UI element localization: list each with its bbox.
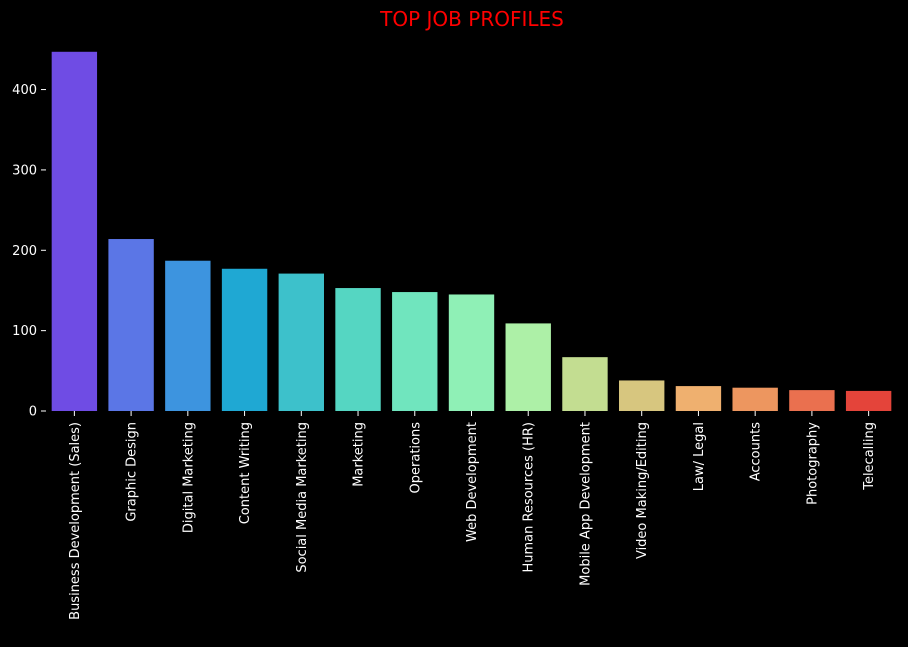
bar [165, 260, 211, 411]
y-tick-label: 300 [12, 163, 37, 178]
x-tick-label: Human Resources (HR) [522, 422, 537, 573]
bar [619, 380, 665, 411]
bar [505, 323, 551, 411]
bar [789, 390, 835, 411]
x-tick-label: Video Making/Editing [635, 422, 650, 559]
bar [108, 239, 154, 411]
x-tick-label: Telecalling [862, 422, 877, 491]
bar [278, 273, 324, 411]
y-tick-label: 200 [12, 244, 37, 259]
bar [448, 294, 495, 411]
bar [221, 268, 268, 411]
y-tick-label: 100 [12, 324, 37, 339]
y-tick-label: 400 [12, 83, 37, 98]
x-tick-label: Social Media Marketing [295, 422, 310, 573]
x-tick-label: Content Writing [238, 422, 253, 524]
x-tick-label: Mobile App Development [578, 422, 593, 586]
x-tick-label: Business Development (Sales) [68, 422, 83, 620]
y-tick-label: 0 [29, 405, 37, 420]
bar [562, 357, 608, 411]
x-tick-label: Law/ Legal [692, 422, 707, 491]
bar [675, 386, 722, 411]
x-tick-label: Marketing [352, 422, 367, 487]
y-axis: 0 100 200 300 400 [12, 83, 46, 420]
x-tick-label: Graphic Design [125, 422, 140, 522]
bar [392, 292, 438, 411]
bars-layer [51, 51, 892, 411]
bar [51, 51, 98, 411]
x-tick-label: Accounts [749, 422, 764, 481]
x-tick-label: Operations [408, 422, 423, 494]
bar [732, 387, 778, 411]
x-tick-label: Photography [805, 422, 820, 505]
bar [335, 288, 381, 411]
x-axis: Business Development (Sales) Graphic Desi… [68, 411, 877, 620]
chart-title: TOP JOB PROFILES [379, 7, 564, 31]
bar [845, 390, 892, 411]
x-tick-label: Digital Marketing [181, 422, 196, 533]
x-tick-label: Web Development [465, 422, 480, 542]
